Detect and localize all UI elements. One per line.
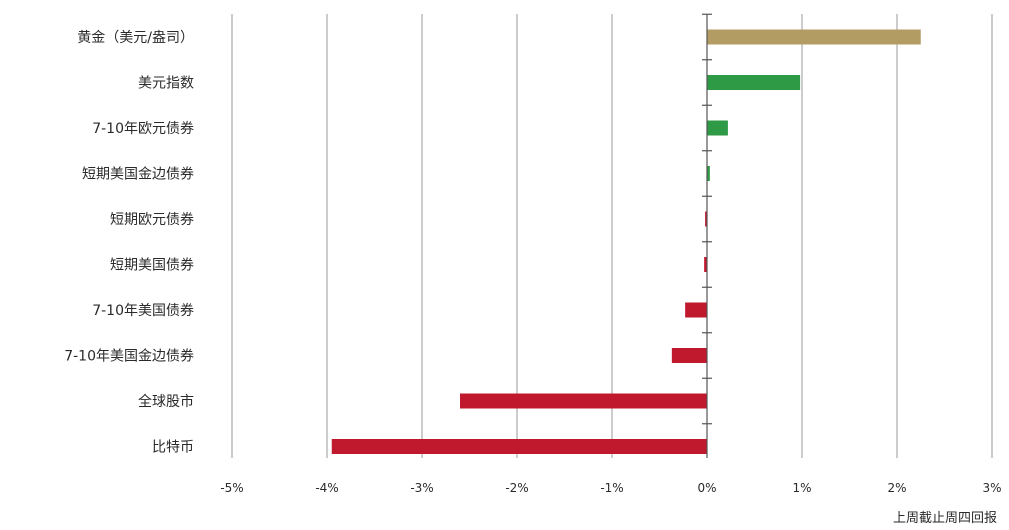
category-label: 短期美国金边债券 bbox=[82, 167, 194, 183]
bar bbox=[331, 439, 707, 454]
x-tick-label: -4% bbox=[315, 481, 338, 495]
x-tick-label: 2% bbox=[887, 481, 906, 495]
bar bbox=[704, 257, 707, 272]
bar bbox=[707, 166, 710, 181]
category-label: 短期欧元债券 bbox=[110, 212, 194, 228]
x-tick-label: -3% bbox=[410, 481, 433, 495]
x-tick-label: 0% bbox=[697, 481, 716, 495]
x-axis-caption: 上周截止周四回报 bbox=[892, 511, 997, 526]
bar bbox=[707, 29, 921, 45]
x-tick-labels: -5% -4% -3% -2% -1% 0% 1% 2% 3% bbox=[220, 481, 1001, 495]
category-label: 黄金（美元/盎司） bbox=[77, 29, 194, 46]
x-tick-label: 3% bbox=[982, 481, 1001, 495]
zero-axis bbox=[702, 13, 712, 458]
category-label: 7-10年美国债券 bbox=[92, 303, 194, 319]
bars bbox=[331, 29, 921, 454]
category-label: 比特币 bbox=[152, 440, 194, 456]
bar bbox=[671, 348, 707, 363]
bar bbox=[685, 302, 707, 318]
bar bbox=[705, 211, 707, 227]
category-label: 7-10年欧元债券 bbox=[92, 121, 194, 137]
category-label: 全球股市 bbox=[138, 393, 194, 410]
x-tick-label: -2% bbox=[505, 481, 528, 495]
x-tick-label: -1% bbox=[600, 481, 623, 495]
category-labels: 黄金（美元/盎司） 美元指数 7-10年欧元债券短期美国金边债券短期欧元债券短期美国… bbox=[64, 29, 194, 456]
bar bbox=[707, 120, 728, 136]
bar bbox=[460, 393, 707, 409]
category-label: 短期美国债券 bbox=[110, 258, 194, 274]
category-label: 美元指数 bbox=[138, 76, 194, 92]
x-tick-label: -5% bbox=[220, 481, 243, 495]
gridlines bbox=[231, 14, 993, 458]
category-label: 7-10年美国金边债券 bbox=[64, 349, 194, 365]
bar bbox=[707, 75, 801, 90]
x-tick-label: 1% bbox=[792, 481, 811, 495]
